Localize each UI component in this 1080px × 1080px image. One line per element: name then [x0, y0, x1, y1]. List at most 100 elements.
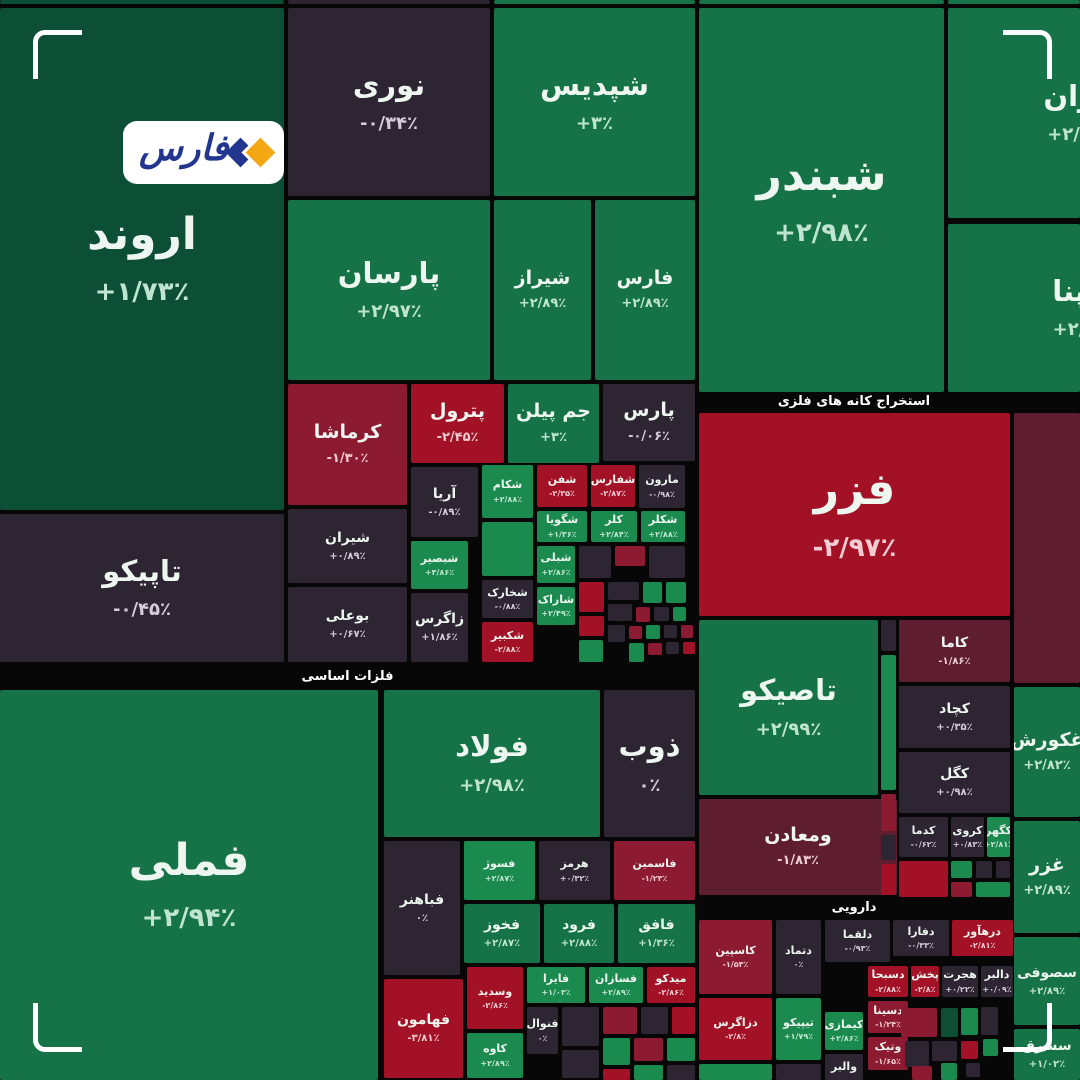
tile-label: دلقما — [842, 927, 873, 941]
tile-dalbar[interactable]: دالبر +۰/۰۹٪ — [981, 966, 1013, 997]
section-header-metal-ore-mining: استخراج کانه های فلزی — [695, 391, 1013, 411]
tile-fahamoon[interactable]: فهامون -۳/۸۱٪ — [384, 979, 463, 1078]
tile-shebli[interactable]: شبلی +۲/۸۶٪ — [537, 546, 575, 583]
tile-shabsir[interactable]: شبصیر +۳/۸۶٪ — [411, 541, 468, 589]
tile-arvand[interactable]: اروند +۱/۷۳٪ — [0, 8, 284, 510]
tile-noori[interactable]: نوری -۰/۳۴٪ — [288, 8, 490, 196]
tile-fayra[interactable]: فایرا +۱/۰۳٪ — [527, 967, 585, 1003]
tile-shekam[interactable]: شکام +۲/۸۸٪ — [482, 465, 533, 518]
tile-label: دتماد — [785, 943, 812, 957]
tile-ghekoresh[interactable]: غکورش +۲/۸۲٪ — [1014, 687, 1080, 817]
tile-cut-right[interactable]: د-۱/ — [1014, 413, 1080, 683]
tile-label: اروند — [87, 208, 197, 260]
tile-fakhooz[interactable]: فخوز +۲/۸۷٪ — [464, 904, 540, 963]
tile-shegooya[interactable]: شگویا +۱/۳۶٪ — [537, 511, 587, 542]
tile-zob[interactable]: ذوب ۰٪ — [604, 690, 695, 837]
tile-kama[interactable]: کاما -۱/۸۶٪ — [899, 620, 1010, 682]
tile-shiraz[interactable]: شیراز +۲/۸۹٪ — [494, 200, 591, 380]
tile-value: ۰٪ — [638, 774, 661, 796]
tile-delghama[interactable]: دلقما -۰/۹۳٪ — [825, 920, 890, 962]
mosaic-cell — [562, 1050, 599, 1078]
tile-shefars[interactable]: شفارس -۲/۸۷٪ — [591, 465, 635, 507]
tile-label: پنا — [1052, 273, 1080, 308]
tile-kerooy[interactable]: کروی +۰/۸۳٪ — [951, 817, 984, 857]
tile-kegel[interactable]: کگل +۰/۹۸٪ — [899, 752, 1010, 813]
tile-pars[interactable]: پارس -۰/۰۶٪ — [603, 384, 695, 461]
tile-dezagros[interactable]: دزاگرس -۲/۸٪ — [699, 998, 772, 1060]
tile-hejrat[interactable]: هجرت +۰/۲۲٪ — [942, 966, 978, 997]
tile-cut-top-1[interactable]: ران +۲/۹ — [948, 8, 1080, 218]
tile-pakhsh[interactable]: پخش -۲/۸٪ — [911, 966, 939, 997]
tile-defara[interactable]: دفارا -۰/۳۳٪ — [893, 920, 949, 956]
tile-value: +۰/۰۹٪ — [982, 984, 1012, 994]
tile-value: -۲/۳۵٪ — [549, 489, 575, 499]
tile-zagros[interactable]: زاگرس +۱/۸۶٪ — [411, 593, 468, 662]
tile-chlor[interactable]: کلر +۲/۸۴٪ — [591, 511, 637, 542]
tile-valbar[interactable]: والبر — [825, 1054, 863, 1080]
tile-aria[interactable]: آریا -۰/۸۹٪ — [411, 467, 478, 537]
tile-shabandar[interactable]: شبندر +۲/۹۸٪ — [699, 8, 944, 392]
tile-label: کاسپین — [715, 943, 756, 957]
tile-hormoz[interactable]: هرمز +۰/۳۲٪ — [539, 841, 610, 900]
tile-tapico[interactable]: تاپیکو -۰/۴۵٪ — [0, 514, 284, 662]
tile-shiran[interactable]: شیران +۰/۸۹٪ — [288, 509, 407, 583]
tile-value: -۰/۹۳٪ — [844, 944, 871, 954]
tile-feroad[interactable]: فرود +۲/۸۸٪ — [544, 904, 614, 963]
tile-shekolor[interactable]: شکلر +۲/۸۸٪ — [641, 511, 685, 542]
tile-shefan[interactable]: شفن -۲/۳۵٪ — [537, 465, 587, 507]
tile-sharak[interactable]: شاراک +۲/۴۹٪ — [537, 587, 575, 625]
tile-desabha[interactable]: دسبحا -۲/۸۸٪ — [868, 966, 908, 997]
tile-femeli[interactable]: فملی +۲/۹۴٪ — [0, 690, 378, 1080]
tile-derehavar[interactable]: درهآور -۲/۸۱٪ — [952, 920, 1013, 956]
tile-value: +۲/۸۷٪ — [483, 938, 521, 950]
tile-maroon-petro[interactable]: مارون -۰/۹۸٪ — [639, 465, 685, 508]
tile-label: درهآور — [964, 924, 1001, 938]
tile-fenaval[interactable]: فنوال ۰٪ — [527, 1007, 558, 1054]
tile-seshargh[interactable]: سشرق +۱/۰۲٪ — [1014, 1029, 1080, 1080]
tile-value: +۲/۸۹٪ — [601, 988, 631, 998]
tile-tasico[interactable]: تاصیکو +۲/۹۹٪ — [699, 620, 878, 795]
tile-caspian[interactable]: کاسپین -۱/۵۳٪ — [699, 920, 772, 994]
tile-kermasha[interactable]: کرماشا -۱/۳۰٪ — [288, 384, 407, 505]
tile-ghazar[interactable]: غزر +۲/۸۹٪ — [1014, 821, 1080, 933]
tile-petrol[interactable]: پترول -۲/۴۵٪ — [411, 384, 504, 463]
tile-vamaaden[interactable]: ومعادن -۱/۸۳٪ — [699, 799, 897, 895]
tile-fasmin[interactable]: فاسمین -۱/۲۳٪ — [614, 841, 695, 900]
tile-fafaq[interactable]: فافق +۱/۳۶٪ — [618, 904, 695, 963]
tile-foolad[interactable]: فولاد +۲/۹۸٪ — [384, 690, 600, 837]
tile-kadma[interactable]: کدما -۰/۶۲٪ — [899, 817, 948, 857]
tile-parsan[interactable]: پارسان +۲/۹۷٪ — [288, 200, 490, 380]
mosaic-cell — [646, 625, 660, 639]
tile-fars-petro[interactable]: فارس +۲/۸۹٪ — [595, 200, 695, 380]
tile-kaveh[interactable]: کاوه +۲/۸۹٪ — [467, 1033, 523, 1078]
tile-shekharak[interactable]: شخارک -۰/۸۸٪ — [482, 580, 533, 618]
tile-value: +۲/۸۶٪ — [829, 1034, 859, 1044]
tile-value: +۳/۸۶٪ — [424, 568, 455, 578]
tile-shapdis[interactable]: شپدیس +۳٪ — [494, 8, 695, 196]
tile-label: شیران — [325, 529, 370, 546]
tile-shekbir[interactable]: شکبیر -۲/۸۸٪ — [482, 622, 533, 662]
mosaic-cell — [579, 582, 604, 612]
mosaic-cell — [562, 1007, 599, 1046]
tile-kegohar[interactable]: کگهر +۲/۸۱٪ — [987, 817, 1010, 857]
tile-kimazi[interactable]: کیمازی +۲/۸۶٪ — [825, 1012, 863, 1050]
mosaic-cell — [608, 625, 625, 642]
tile-midco[interactable]: میدکو -۲/۸۶٪ — [647, 967, 695, 1003]
tile-tipico[interactable]: تیپیکو +۱/۷۹٪ — [776, 998, 821, 1060]
tile-value: -۲/۸۸٪ — [875, 984, 901, 994]
tile-value: +۲/۹ — [1047, 124, 1080, 146]
tile-cut-top-2[interactable]: پنا +۲/ — [948, 224, 1080, 392]
tile-fasazan[interactable]: فسازان +۲/۸۹٪ — [589, 967, 643, 1003]
tile-febahonar[interactable]: فباهنر ۰٪ — [384, 841, 460, 975]
tile-kachad[interactable]: کچاد +۰/۳۵٪ — [899, 686, 1010, 748]
tile-buali[interactable]: بوعلی +۰/۶۷٪ — [288, 587, 407, 662]
mosaic-cell — [961, 1008, 978, 1035]
tile-detmad[interactable]: دتماد ۰٪ — [776, 920, 821, 994]
tile-vetik[interactable]: وتیک -۱/۶۵٪ — [868, 1037, 908, 1070]
tile-vasadid[interactable]: وسدید -۲/۸۶٪ — [467, 967, 523, 1029]
tile-fezer[interactable]: فزر -۲/۹۷٪ — [699, 413, 1010, 616]
mosaic-cell — [579, 640, 603, 662]
tile-fesozh[interactable]: فسوژ +۲/۸۷٪ — [464, 841, 535, 900]
tile-jam-pilen[interactable]: جم پیلن +۳٪ — [508, 384, 599, 463]
tile-label: وسدید — [477, 984, 513, 998]
